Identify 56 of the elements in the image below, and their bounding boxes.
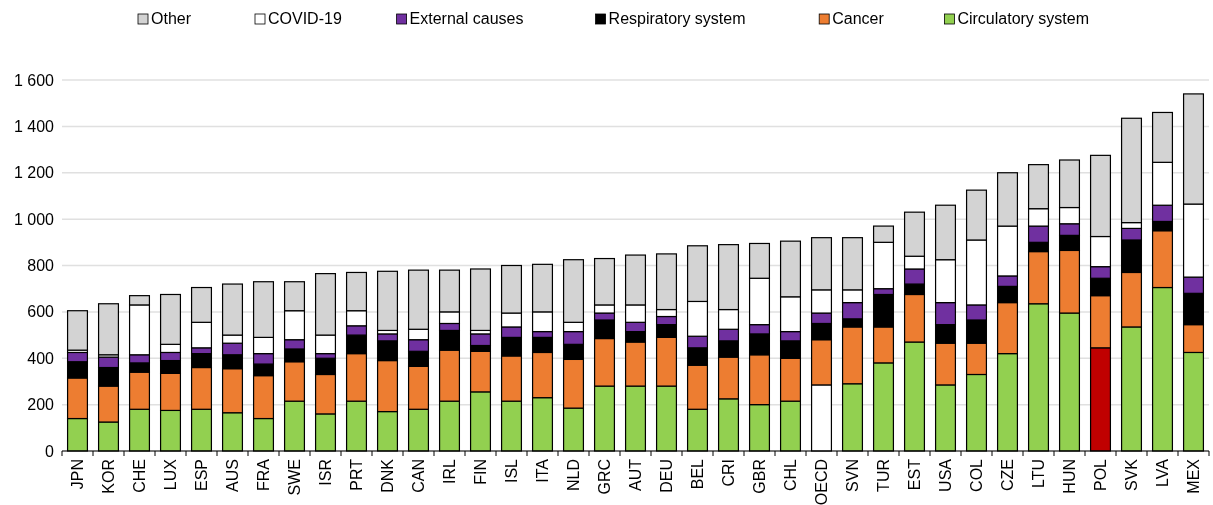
legend-label: Cancer	[832, 10, 885, 27]
x-tick-label: SVK	[1123, 458, 1141, 492]
y-tick-label: 1 600	[13, 71, 55, 89]
y-tick-label: 200	[27, 396, 55, 414]
y-tick-label: 0	[45, 442, 55, 460]
x-tick-label: OECD	[813, 459, 831, 505]
x-tick-label: CRI	[720, 459, 738, 487]
x-tick-label: KOR	[100, 459, 118, 494]
x-tick-label: MEX	[1185, 458, 1203, 494]
y-tick-label: 400	[27, 349, 55, 367]
x-tick-label: HUN	[1061, 459, 1079, 494]
x-tick-label: COL	[968, 458, 986, 492]
x-tick-label: PRT	[348, 458, 366, 491]
x-tick-label: LVA	[1154, 458, 1172, 487]
x-tick-label: SVN	[844, 459, 862, 492]
x-tick-label: TUR	[875, 459, 893, 492]
bar	[66, 310, 89, 351]
legend-label: Circulatory system	[957, 10, 1089, 27]
bar	[376, 270, 399, 332]
x-tick-label: CHL	[782, 458, 800, 492]
x-tick-label: GRC	[596, 459, 614, 495]
x-tick-label: NLD	[565, 459, 583, 492]
y-tick-label: 800	[27, 257, 55, 275]
bar	[97, 303, 120, 356]
x-tick-label: USA	[937, 458, 955, 492]
x-tick-label: ISR	[317, 459, 335, 486]
x-tick-label: SWE	[286, 459, 304, 496]
x-tick-label: DNK	[379, 458, 397, 493]
legend-label: Other	[151, 10, 192, 27]
x-tick-label: JPN	[69, 459, 87, 490]
legend-label: Respiratory system	[608, 10, 746, 27]
x-tick-label: IRL	[441, 458, 459, 484]
x-tick-label: LUX	[162, 458, 180, 491]
x-tick-label: CAN	[410, 459, 428, 493]
legend-label: External causes	[409, 10, 524, 27]
legend-label: COVID-19	[268, 10, 342, 27]
y-tick-label: 1 200	[13, 164, 55, 182]
bar	[469, 268, 492, 332]
x-tick-label: FRA	[255, 458, 273, 491]
x-tick-label: CHE	[131, 459, 149, 493]
y-tick-label: 1 000	[13, 210, 55, 228]
x-tick-label: AUS	[224, 459, 242, 492]
x-tick-label: EST	[906, 458, 924, 491]
x-tick-label: FIN	[472, 459, 490, 485]
y-tick-label: 600	[27, 303, 55, 321]
x-tick-label: ESP	[193, 459, 211, 492]
x-tick-label: POL	[1092, 458, 1110, 492]
x-tick-label: LTU	[1030, 459, 1048, 489]
x-tick-label: GBR	[751, 459, 769, 494]
x-tick-label: AUT	[627, 458, 645, 491]
x-tick-label: CZE	[999, 459, 1017, 491]
x-tick-label: ITA	[534, 458, 552, 483]
x-tick-label: ISL	[503, 458, 521, 484]
x-tick-label: BEL	[689, 458, 707, 490]
x-tick-label: DEU	[658, 459, 676, 493]
y-tick-label: 1 400	[13, 117, 55, 135]
